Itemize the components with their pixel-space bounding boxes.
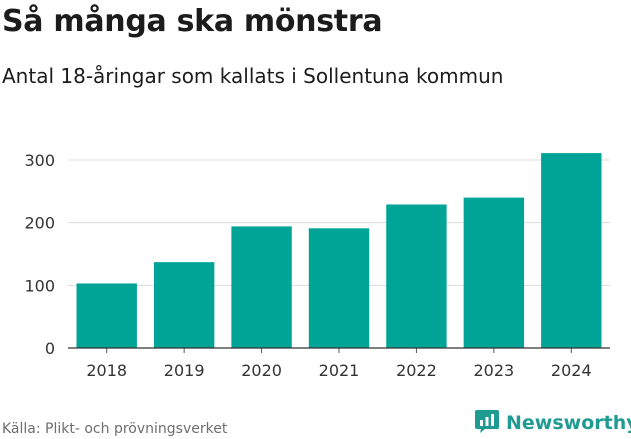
- bar: [541, 153, 602, 348]
- x-tick-label: 2021: [319, 361, 360, 380]
- source-note: Källa: Plikt- och prövningsverket: [2, 421, 228, 437]
- bar-chart: 0 100 200 300 2018 2019 2020 2021 2022 2023 2024: [24, 151, 610, 380]
- x-tick-label: 2020: [241, 361, 282, 380]
- x-tick-label: 2022: [396, 361, 437, 380]
- x-tick-label: 2019: [164, 361, 205, 380]
- x-tick-label: 2024: [551, 361, 592, 380]
- y-tick-label: 300: [24, 151, 55, 170]
- x-tick-label: 2023: [473, 361, 514, 380]
- bar: [231, 226, 292, 348]
- bar: [463, 197, 525, 348]
- chart-subtitle: Antal 18-åringar som kallats i Sollentun…: [2, 64, 504, 88]
- y-tick-label: 100: [24, 276, 55, 295]
- brand-name: Newsworthy: [506, 412, 631, 434]
- y-tick-label: 200: [24, 214, 55, 233]
- bar: [308, 228, 370, 348]
- y-tick-label: 0: [45, 339, 55, 358]
- brand-logo: Newsworthy: [474, 408, 631, 438]
- newsworthy-logo-icon: [474, 408, 500, 438]
- bar: [153, 262, 215, 348]
- bar: [76, 283, 137, 348]
- bar: [386, 204, 447, 348]
- x-tick-label: 2018: [86, 361, 127, 380]
- chart-title: Så många ska mönstra: [2, 4, 383, 39]
